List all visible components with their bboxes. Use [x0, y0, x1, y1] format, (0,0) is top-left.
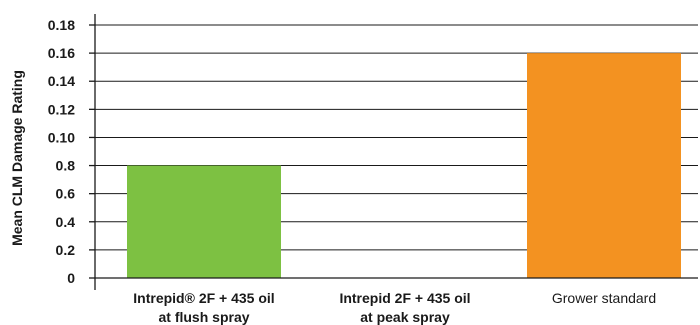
bar — [127, 165, 281, 278]
y-tick-label: 0.14 — [48, 73, 75, 89]
y-tick-label: 0.12 — [48, 101, 75, 117]
x-category-label: at flush spray — [158, 309, 249, 325]
y-tick-label: 0.16 — [48, 45, 75, 61]
x-category-labels: Intrepid® 2F + 435 oil at flush spray Intr… — [133, 290, 656, 325]
y-tick-label: 0.6 — [56, 186, 76, 202]
x-category-label: Intrepid® 2F + 435 oil — [133, 290, 274, 306]
y-axis-label: Mean CLM Damage Rating — [9, 70, 25, 246]
x-category-label: Intrepid 2F + 435 oil — [339, 290, 470, 306]
y-tick-label: 0.2 — [56, 242, 76, 258]
y-tick-label: 0.18 — [48, 17, 75, 33]
y-tick-label: 0 — [67, 270, 75, 286]
y-tick-labels: 0 0.2 0.4 0.6 0.8 0.10 0.12 0.14 0.16 0.18 — [48, 17, 75, 286]
bars — [127, 53, 681, 278]
x-category-label: Grower standard — [552, 290, 656, 306]
y-tick-label: 0.8 — [56, 158, 76, 174]
x-category-label: at peak spray — [360, 309, 450, 325]
bar — [527, 53, 681, 278]
y-tick-label: 0.4 — [56, 214, 76, 230]
y-tick-label: 0.10 — [48, 129, 75, 145]
axes — [89, 14, 698, 290]
